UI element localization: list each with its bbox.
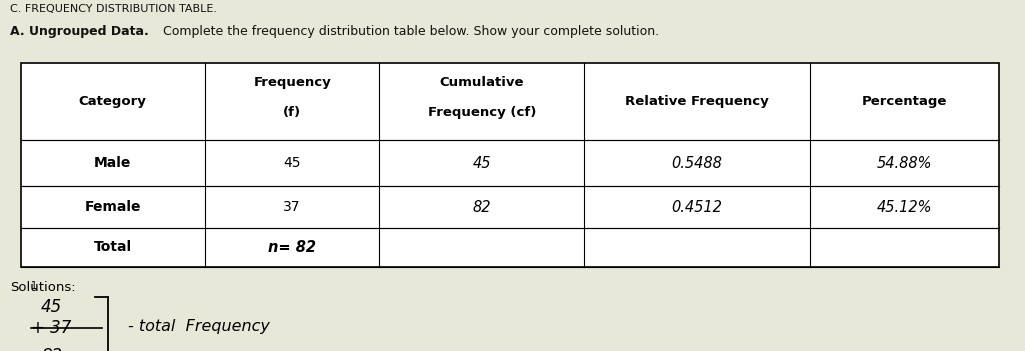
Text: Total: Total — [93, 240, 132, 254]
Text: + 37: + 37 — [31, 319, 71, 337]
Text: 82: 82 — [473, 200, 491, 214]
Text: 54.88%: 54.88% — [876, 156, 933, 171]
Text: - total  Frequency: - total Frequency — [128, 319, 270, 334]
Text: Frequency (cf): Frequency (cf) — [427, 106, 536, 119]
Text: (f): (f) — [283, 106, 301, 119]
Text: 45: 45 — [283, 156, 301, 170]
Text: 37: 37 — [283, 200, 301, 214]
Text: A. Ungrouped Data.: A. Ungrouped Data. — [10, 25, 149, 38]
Text: 45: 45 — [473, 156, 491, 171]
Text: Frequency: Frequency — [253, 76, 331, 89]
Text: Female: Female — [84, 200, 141, 214]
Text: Relative Frequency: Relative Frequency — [625, 95, 769, 108]
Text: n= 82: n= 82 — [269, 240, 316, 255]
Text: 0.4512: 0.4512 — [671, 200, 723, 214]
Text: 82: 82 — [41, 347, 63, 351]
Text: 45.12%: 45.12% — [876, 200, 933, 214]
Text: Complete the frequency distribution table below. Show your complete solution.: Complete the frequency distribution tabl… — [159, 25, 659, 38]
Text: Male: Male — [94, 156, 131, 170]
Text: 1: 1 — [31, 282, 37, 291]
Text: Cumulative: Cumulative — [440, 76, 524, 89]
Text: 45: 45 — [41, 298, 63, 316]
Text: C. FREQUENCY DISTRIBUTION TABLE.: C. FREQUENCY DISTRIBUTION TABLE. — [10, 4, 217, 13]
Text: Solutions:: Solutions: — [10, 281, 76, 294]
Text: Percentage: Percentage — [862, 95, 947, 108]
Text: 0.5488: 0.5488 — [671, 156, 723, 171]
Text: Category: Category — [79, 95, 147, 108]
